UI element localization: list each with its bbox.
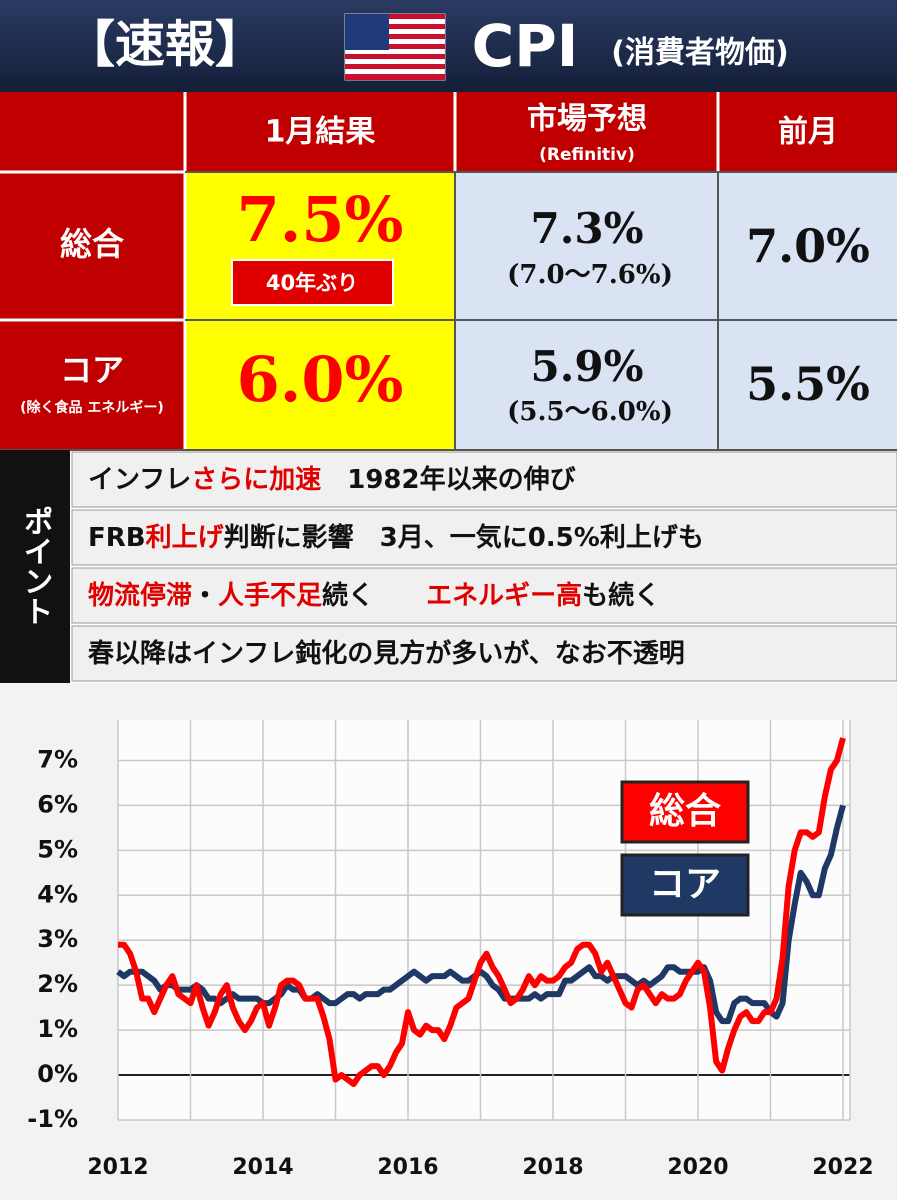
table: 1月結果 市場予想 (Refinitiv) 前月 総合 7.5% 40年ぶり 7… [0,92,897,451]
y-tick-label: 6% [37,790,78,818]
y-tick-label: 7% [37,745,78,773]
x-tick-label: 2016 [377,1155,438,1180]
column-header: 1月結果 [265,115,376,150]
points-label: ポイント [18,506,53,626]
y-tick-label: 0% [37,1060,78,1088]
other-cell-bg [455,172,897,450]
result-cell-bg [185,172,455,450]
y-tick-label: 3% [37,925,78,953]
y-tick-label: 1% [37,1015,78,1043]
y-tick-label: 2% [37,970,78,998]
x-tick-label: 2018 [522,1155,583,1180]
point-row-bg [71,451,897,508]
point-segment: 1982年以来の伸び [321,464,575,495]
previous-value: 5.5% [746,357,870,411]
table-borders-inner [0,171,897,451]
column-header: 市場予想 [527,102,647,137]
point-text: インフレさらに加速 1982年以来の伸び [88,464,576,495]
table-borders [0,92,720,450]
header-bg [0,0,897,92]
x-tick-label: 2022 [812,1155,873,1180]
point-row-bg [71,509,897,566]
point-segment: 利上げ [146,523,225,553]
forecast-value: 7.3% [531,204,644,253]
point-segment: 物流停滞 [88,580,192,611]
row-header: 総合 [60,225,124,263]
point-segment: 春以降はインフレ鈍化の見方が多いが、なお不透明 [88,638,685,669]
point-segment: さらに加速 [191,465,321,495]
forecast-range: (5.5～6.0%) [507,397,673,427]
plot-bg [118,720,850,1120]
forecast-value: 5.9% [531,342,644,391]
result-value: 7.5% [237,183,404,256]
line-series [118,737,846,1088]
point-text: 物流停滞・人手不足続く エネルギー高も続く [88,580,660,611]
y-tick-label: 4% [37,880,78,908]
legend-box [620,853,750,917]
point-segment: 続く [322,580,426,611]
chart: -1% 0% 1% 2% 3% 4% 5% 6% 7% 2012 2014 2016 2018 2020 2… [27,720,874,1180]
result-value: 6.0% [237,343,404,416]
point-segment: エネルギー高 [426,580,582,611]
note-text: 40年ぶり [266,271,358,295]
point-row-bg [71,567,897,624]
point-segment: ・ [192,581,218,611]
point-segment: も続く [582,580,660,611]
forecast-range: (7.0～7.6%) [507,260,673,290]
point-segment: 人手不足 [218,581,322,611]
points-label-bg [0,450,70,683]
us-flag [344,13,446,81]
column-header: 前月 [778,115,838,150]
point-segment: 判断に影響 3月、一気に0.5%利上げも [224,522,704,553]
header-tag: 【速報】 [65,16,265,74]
table-header-bg [0,92,897,172]
header-subtitle: (消費者物価) [611,36,788,71]
points-list: インフレさらに加速 1982年以来の伸び FRB利上げ判断に影響 3月、一気に0.… [71,451,897,682]
legend-label: 総合 [649,791,721,832]
point-segment: インフレ [88,465,191,495]
y-tick-label: 5% [37,835,78,863]
row-subheader: (除く食品 エネルギー) [20,399,164,416]
note-badge [231,259,394,306]
legend-box [620,780,750,844]
x-tick-label: 2014 [232,1155,293,1180]
point-row-bg [71,625,897,682]
row-header-bg [0,172,185,450]
x-tick-label: 2020 [667,1155,728,1180]
previous-value: 7.0% [746,219,870,273]
y-tick-label: -1% [27,1105,78,1133]
column-subheader: (Refinitiv) [539,145,635,165]
row-header: コア [60,351,124,389]
point-segment: FRB [88,523,146,553]
legend-label: コア [649,864,721,905]
x-tick-label: 2012 [87,1155,148,1180]
point-text: FRB利上げ判断に影響 3月、一気に0.5%利上げも [88,522,704,553]
point-text: 春以降はインフレ鈍化の見方が多いが、なお不透明 [88,638,685,669]
header-title: CPI [472,12,579,80]
